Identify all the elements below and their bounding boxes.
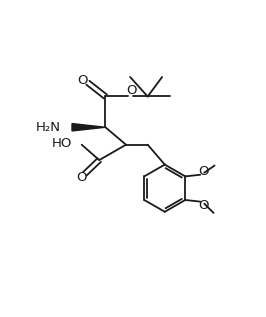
- Polygon shape: [72, 124, 105, 131]
- Text: O: O: [77, 74, 88, 87]
- Text: O: O: [198, 199, 209, 212]
- Text: H₂N: H₂N: [36, 121, 61, 134]
- Text: O: O: [76, 171, 86, 184]
- Text: O: O: [198, 165, 209, 178]
- Text: O: O: [126, 84, 136, 97]
- Text: HO: HO: [51, 137, 72, 150]
